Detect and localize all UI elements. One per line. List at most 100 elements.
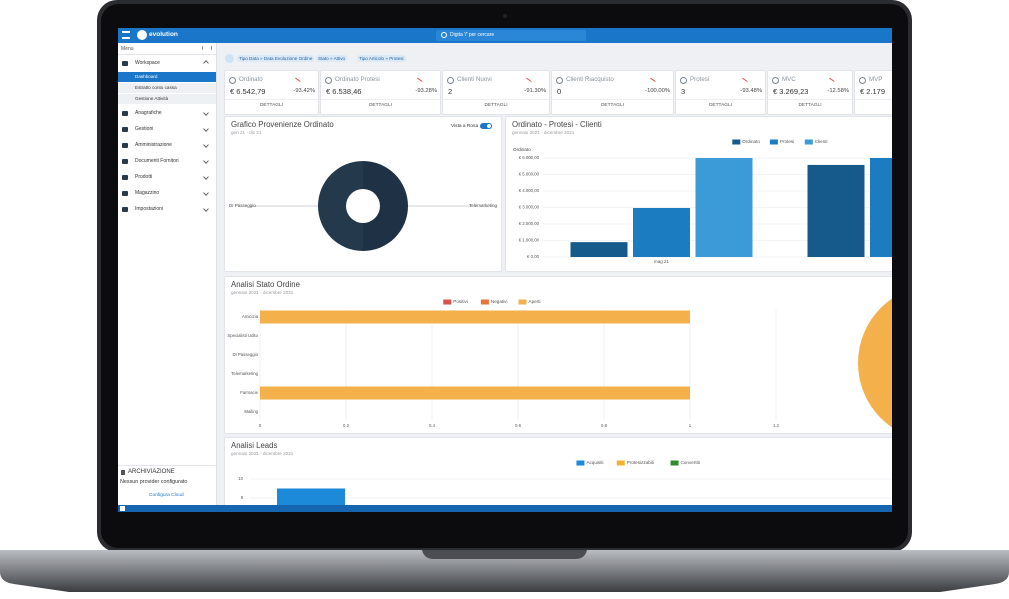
nav-icon[interactable] (122, 111, 128, 116)
stato-panel: Analisi Stato Ordine gennaio 2021 - dicem… (224, 276, 892, 434)
kpi-card: Clienti Nuovi 2 -91.30% DETTAGLI (442, 70, 550, 115)
kpi-card: Clienti Riacquisto 0 -100.00% DETTAGLI (551, 70, 674, 115)
kpi-action[interactable]: DETTAGLI (798, 103, 822, 108)
filter-icon (225, 54, 234, 63)
filter-chip[interactable]: Tipo Articolo » Protesi (357, 55, 406, 62)
kpi-icon-circle (556, 77, 563, 84)
chart: Ordinato Protesi Clienti Ordinato € 0,00 € 1.… (513, 139, 892, 264)
bar (277, 488, 345, 505)
y-tick-label: € 6.000,00 (519, 155, 540, 160)
panel-title: Analisi Stato Ordine (231, 280, 300, 289)
filter-chip[interactable]: Tipo Data » Data Evoluzione Ordine (237, 55, 315, 62)
kpi-icon-circle (447, 77, 454, 84)
bar (870, 158, 892, 257)
x-tick-label: 0.2 (343, 423, 350, 428)
taskbar (118, 505, 892, 512)
bar (260, 310, 690, 324)
top-bar: evolution Digita '/' per cercare (118, 28, 892, 43)
kpi-value: € 2.179 (860, 87, 886, 96)
nav-subitem[interactable]: Estratto conto cassa (135, 85, 177, 90)
toggle[interactable] (480, 123, 492, 129)
nav-item[interactable]: Magazzino (135, 190, 160, 196)
archive-action[interactable]: Configura Cloud (149, 493, 184, 498)
kpi-card: Protesi 3 -93.48% DETTAGLI (675, 70, 766, 115)
menu-icon[interactable] (122, 31, 130, 39)
kpi-card: MVC € 3.269,23 -12.58% DETTAGLI (767, 70, 853, 115)
kpi-card: Ordinato Protesi € 6.538,46 -93.28% DETTAGL… (320, 70, 441, 115)
filter-chip[interactable]: Stato » Attivo (316, 55, 348, 62)
nav-icon[interactable] (122, 175, 128, 180)
kpi-action[interactable]: DETTAGLI (708, 103, 733, 108)
nav-icon[interactable] (122, 61, 128, 66)
toggle-label: Vista a Rosa (451, 124, 479, 129)
start-icon[interactable] (120, 506, 125, 511)
nav-subitem[interactable]: Gestione Attività (135, 96, 169, 101)
chart: Acquisiti Protesizzabili Convertiti 8 10 (238, 460, 892, 505)
bar (695, 158, 753, 257)
kpi-trend (827, 77, 835, 85)
toggle-knob (487, 124, 491, 128)
nav-chevron (203, 110, 209, 116)
ordinato-panel: Ordinato - Protesi - Clienti gennaio 2021… (505, 116, 892, 272)
slice-label: Telemarketing (469, 203, 498, 208)
camera (503, 14, 507, 18)
search-icon (441, 32, 447, 38)
search-box[interactable]: Digita '/' per cercare (436, 30, 586, 41)
chart: DI Passeggio Telemarketing (229, 161, 498, 251)
nav-subitem[interactable]: Dashboard (135, 74, 158, 79)
kpi-divider (225, 99, 318, 100)
archive-status: Nessun provider configurato (120, 479, 188, 485)
base (0, 550, 1009, 592)
nav-item[interactable]: Documenti Fornitori (135, 158, 179, 164)
nav-item[interactable]: Impostazioni (135, 206, 164, 212)
donut-panel: Grafico Provenienze Ordinato gen 21 - dic… (224, 116, 502, 272)
kpi-divider (855, 99, 892, 100)
kpi-change: -12.58% (827, 88, 849, 94)
nav-icon[interactable] (122, 159, 128, 164)
nav-icon[interactable] (122, 127, 128, 132)
kpi-card: Ordinato € 6.542,79 -93.42% DETTAGLI (224, 70, 319, 115)
panel-title: Ordinato - Protesi - Clienti (512, 120, 602, 129)
y-tick-label: 10 (238, 476, 243, 481)
kpi-icon-circle (772, 77, 779, 84)
search-placeholder: Digita '/' per cercare (450, 32, 495, 38)
nav-item[interactable]: Gestioni (135, 126, 154, 132)
x-tick-label: 0.4 (429, 423, 436, 428)
panel-title: Analisi Leads (231, 441, 278, 450)
legend-label: Protesi (780, 139, 794, 144)
kpi-value: 0 (557, 87, 562, 96)
y-tick-label: Mailing (244, 409, 258, 414)
nav-chevron (203, 126, 209, 132)
nav-icon[interactable] (122, 143, 128, 148)
legend-swatch (518, 299, 527, 305)
y-tick-label: € 4.000,00 (519, 188, 540, 193)
logo: evolution (149, 31, 178, 38)
nav-item[interactable]: Prodotti (135, 174, 153, 180)
kpi-label: Protesi (690, 76, 710, 83)
kpi-action[interactable]: DETTAGLI (484, 103, 508, 108)
kpi-action[interactable]: DETTAGLI (259, 103, 284, 108)
kpi-card: MVP € 2.179 DETTAGLI (854, 70, 892, 115)
kpi-trend (524, 77, 532, 85)
nav-active (118, 72, 216, 82)
archive-icon (121, 470, 125, 475)
kpi-action[interactable]: DETTAGLI (600, 103, 625, 108)
y-tick-label: Telemarketing (231, 371, 258, 376)
kpi-action[interactable]: DETTAGLI (368, 103, 393, 108)
kpi-value: € 3.269,23 (773, 87, 809, 96)
bar (570, 242, 628, 257)
nav-item[interactable]: Workspace (135, 60, 160, 66)
kpi-divider (443, 99, 549, 100)
bar (633, 207, 690, 257)
legend-label: Negativi (491, 299, 508, 304)
panel-subtitle: gennaio 2021 - dicembre 2021 (512, 130, 575, 135)
kpi-change: -93.48% (740, 88, 762, 94)
nav-icon[interactable] (122, 207, 128, 212)
nav-item[interactable]: Amministrazione (135, 142, 172, 148)
notch (422, 550, 587, 559)
nav-item[interactable]: Anagrafiche (135, 110, 162, 116)
nav-icon[interactable] (122, 191, 128, 196)
kpi-action[interactable]: DETTAGLI (855, 103, 892, 108)
panel-subtitle: gennaio 2021 - dicembre 2021 (231, 451, 294, 456)
